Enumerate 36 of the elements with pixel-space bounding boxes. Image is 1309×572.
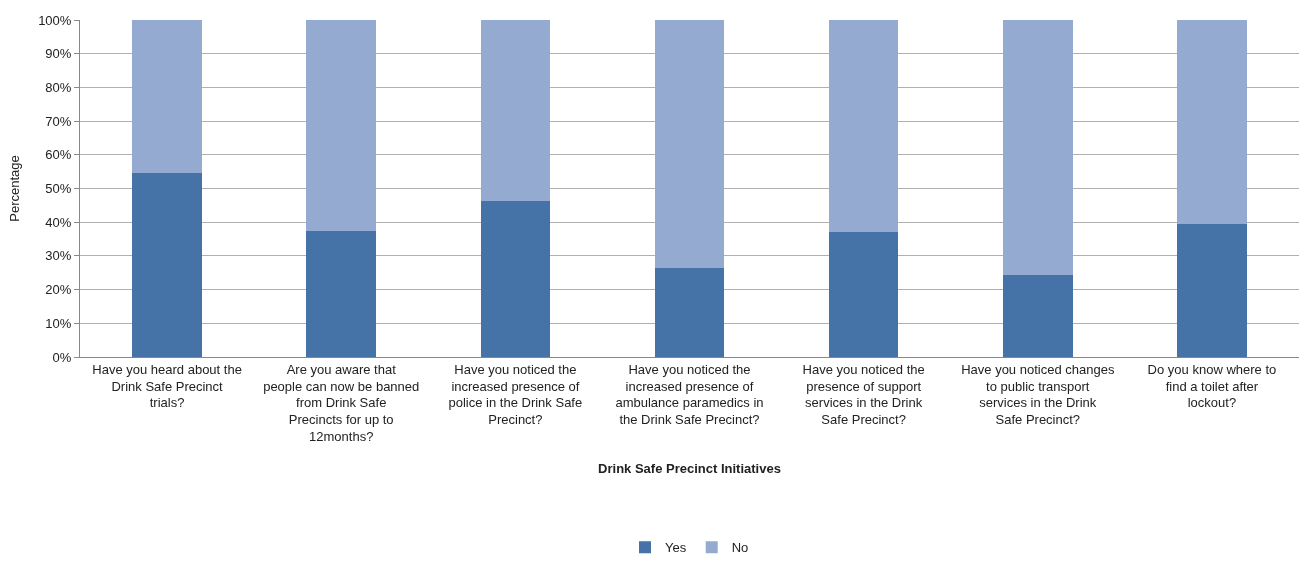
y-tick-label: 20% [45,282,72,298]
bar [480,201,551,357]
y-axis-title: Percentage [7,155,23,222]
x-tick-label: Do you know where to find a toilet after lockout? [1147,361,1277,411]
bar [828,231,899,357]
x-tick-label: Have you noticed the increased presence of police in the Drink Safe Precinct? [448,361,583,428]
bar [1177,223,1247,357]
y-tick-label: 0% [52,349,72,365]
bar [132,173,202,357]
bar [132,20,202,174]
x-tick-label: Are you aware that people can now be banned from Drink Safe Precincts for up to 12months? [263,361,420,445]
x-tick-label: Have you noticed the presence of support services in the Drink Safe Precinct? [802,361,925,428]
bar [828,20,899,232]
bar [1002,20,1073,275]
bar [654,20,725,269]
y-tick-label: 30% [45,248,72,264]
x-tick-label: Have you heard about the Drink Safe Precinct trials? [92,361,242,411]
y-tick-label: 50% [45,181,72,197]
y-tick-label: 100% [38,12,72,28]
bar [306,230,377,357]
y-tick-label: 10% [45,315,72,331]
x-axis-title: Drink Safe Precinct Initiatives [598,460,781,476]
bar [654,268,725,357]
legend-label: Yes [665,540,687,556]
y-tick-label: 40% [45,214,72,230]
x-tick-label: Have you noticed changes to public transport services in the Drink Safe Precinct? [961,361,1115,428]
x-tick-label: Have you noticed the increased presence of ambulance paramedics in the Drink Safe Precinct? [615,361,764,428]
y-tick-label: 80% [45,79,72,95]
bar [1177,20,1247,224]
bar [1002,274,1073,357]
y-tick-label: 90% [45,46,72,62]
y-tick-label: 60% [45,147,72,163]
bar [306,20,377,231]
legend-label: No [731,540,749,556]
y-tick-label: 70% [45,113,72,129]
bar [480,20,551,202]
